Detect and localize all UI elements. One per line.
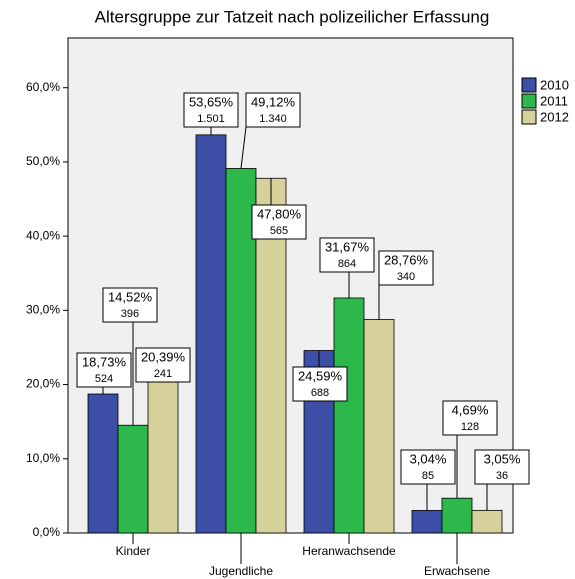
value-label: 4,69% [452,402,489,417]
y-tick-label: 50,0% [26,154,60,168]
bar [411,510,443,534]
y-tick-label: 20,0% [26,377,60,391]
label-box [102,287,158,323]
label-box [245,92,301,128]
bar [195,134,227,534]
label-box [378,250,434,286]
label-box [183,92,239,128]
bar [363,319,395,534]
bar [333,297,365,534]
leader-line [240,126,247,169]
label-box [442,400,498,436]
value-label: 3,05% [484,451,521,466]
label-box [135,347,191,383]
legend-swatch [521,109,537,125]
value-label: 31,67% [325,239,370,254]
count-label: 85 [422,470,434,482]
count-label: 688 [311,387,329,399]
bar [117,424,149,534]
chart-title: Altersgruppe zur Tatzeit nach polizeilic… [95,7,490,26]
label-box [76,352,132,388]
label-box [251,204,307,240]
bar [147,381,179,534]
value-label: 53,65% [189,94,234,109]
value-label: 14,52% [108,289,153,304]
count-label: 1.340 [259,113,287,125]
legend-label: 2010 [540,77,569,92]
x-tick-label: Kinder [116,544,151,558]
label-box [400,449,456,485]
count-label: 128 [461,421,479,433]
label-box [474,449,530,485]
y-tick-label: 40,0% [26,228,60,242]
count-label: 1.501 [197,113,225,125]
value-label: 47,80% [257,206,302,221]
y-tick-label: 60,0% [26,80,60,94]
value-label: 24,59% [298,368,343,383]
count-label: 396 [121,308,139,320]
x-tick-label: Heranwachsende [302,544,396,558]
bar [87,393,119,534]
value-label: 18,73% [82,354,127,369]
label-box [292,366,348,402]
x-tick-label: Jugendliche [209,564,273,578]
count-label: 864 [338,258,356,270]
label-box [319,237,375,273]
count-label: 241 [154,368,172,380]
count-label: 524 [95,373,113,385]
value-label: 3,04% [410,451,447,466]
y-tick-label: 30,0% [26,303,60,317]
count-label: 340 [397,271,415,283]
y-tick-label: 10,0% [26,451,60,465]
legend-label: 2012 [540,109,569,124]
bar [471,509,503,534]
count-label: 565 [270,225,288,237]
value-label: 28,76% [384,252,429,267]
count-label: 36 [496,470,508,482]
value-label: 20,39% [141,349,186,364]
legend-label: 2011 [540,93,568,108]
legend-swatch [521,77,537,93]
x-tick-label: Erwachsene [424,564,490,578]
value-label: 49,12% [251,94,296,109]
bar [441,497,473,534]
y-tick-label: 0,0% [33,525,61,539]
legend-swatch [521,93,537,109]
